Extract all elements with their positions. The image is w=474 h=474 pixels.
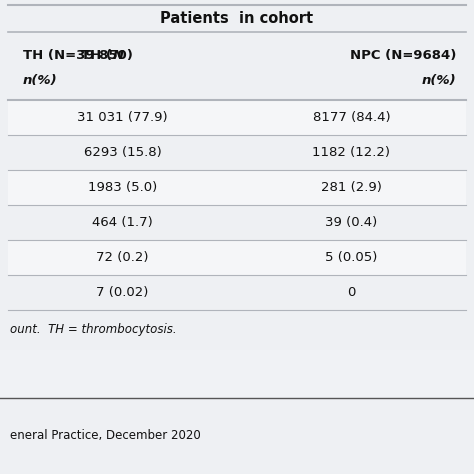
Bar: [8, 275, 466, 310]
Text: 7 (0.02): 7 (0.02): [96, 286, 149, 299]
Text: 1983 (5.0): 1983 (5.0): [88, 181, 157, 194]
Text: 0: 0: [347, 286, 356, 299]
Text: 1182 (12.2): 1182 (12.2): [312, 146, 391, 159]
Text: N: N: [112, 49, 124, 62]
Text: 39 (0.4): 39 (0.4): [325, 216, 378, 229]
Text: NPC (N=9684): NPC (N=9684): [350, 49, 456, 62]
Text: n(%): n(%): [421, 74, 456, 88]
Text: ount.  TH = thrombocytosis.: ount. TH = thrombocytosis.: [10, 323, 177, 337]
Bar: [8, 170, 466, 205]
Bar: [8, 310, 466, 350]
Text: 5 (0.05): 5 (0.05): [325, 251, 378, 264]
Text: 464 (1.7): 464 (1.7): [92, 216, 153, 229]
Text: 72 (0.2): 72 (0.2): [96, 251, 149, 264]
Bar: [8, 240, 466, 275]
Text: n(%): n(%): [23, 74, 58, 88]
Bar: [8, 100, 466, 135]
Text: 31 031 (77.9): 31 031 (77.9): [77, 111, 168, 124]
Bar: [0, 350, 474, 398]
Text: eneral Practice, December 2020: eneral Practice, December 2020: [10, 428, 201, 441]
Text: 281 (2.9): 281 (2.9): [321, 181, 382, 194]
Text: TH (: TH (: [82, 49, 112, 62]
Text: 6293 (15.8): 6293 (15.8): [83, 146, 161, 159]
Text: 8177 (84.4): 8177 (84.4): [313, 111, 390, 124]
Text: Patients  in cohort: Patients in cohort: [160, 11, 314, 26]
Bar: [8, 32, 466, 100]
Bar: [8, 5, 466, 32]
Bar: [8, 205, 466, 240]
Text: TH (N=39 850): TH (N=39 850): [23, 49, 133, 62]
Bar: [8, 135, 466, 170]
